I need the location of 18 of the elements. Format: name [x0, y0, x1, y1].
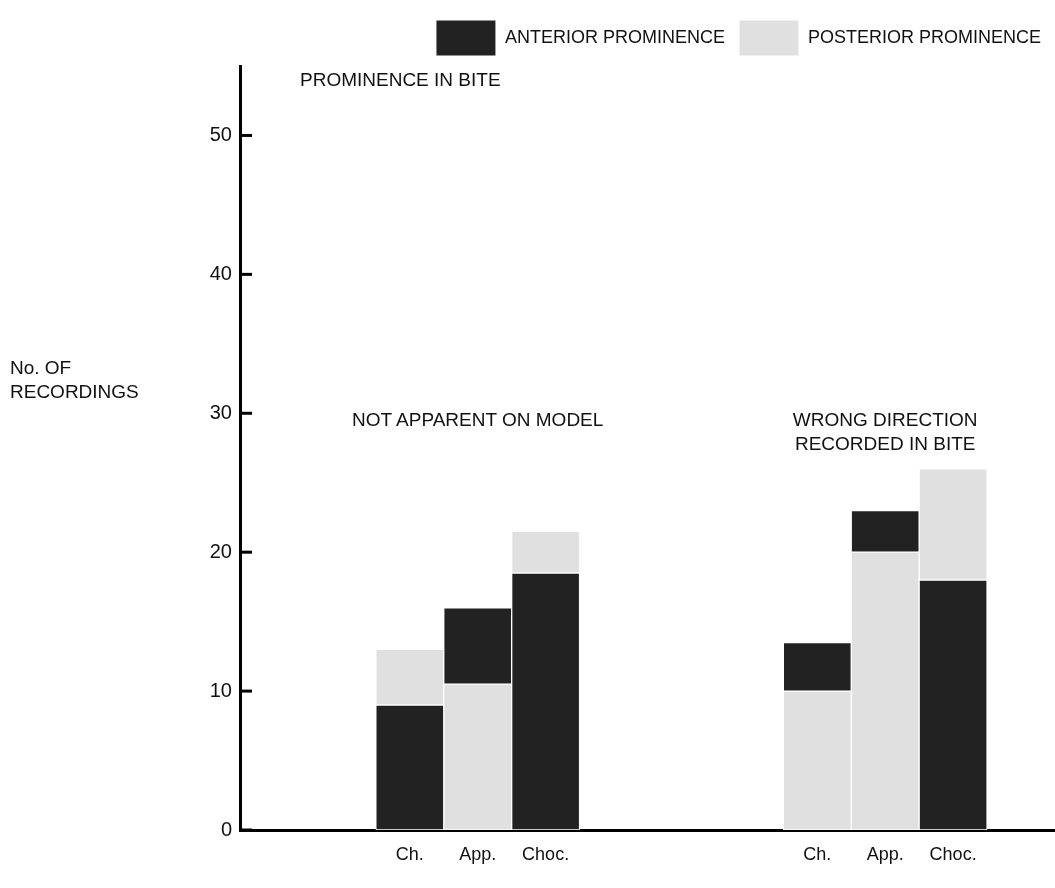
- legend-label: POSTERIOR PROMINENCE: [807, 26, 1042, 47]
- x-tick-label: App.: [866, 843, 904, 864]
- legend-label: ANTERIOR PROMINENCE: [504, 26, 725, 47]
- y-tick-label: 0: [220, 817, 232, 840]
- annotation: NOT APPARENT ON MODEL: [351, 408, 605, 432]
- x-tick-label: Ch.: [803, 843, 832, 864]
- y-tick-label: 40: [209, 261, 232, 284]
- y-tick-label: 10: [209, 678, 232, 701]
- chart-title: PROMINENCE IN BITE: [300, 68, 501, 92]
- y-axis-title: No. OF RECORDINGS: [10, 356, 140, 404]
- annotation: WRONG DIRECTION RECORDED IN BITE: [791, 408, 979, 456]
- y-tick-label: 20: [209, 539, 232, 562]
- y-tick-label: 50: [209, 122, 232, 145]
- y-tick-label: 30: [209, 400, 232, 423]
- x-tick-label: Choc.: [522, 843, 570, 864]
- x-tick-label: Choc.: [929, 843, 977, 864]
- x-tick-label: Ch.: [395, 843, 424, 864]
- x-tick-label: App.: [459, 843, 497, 864]
